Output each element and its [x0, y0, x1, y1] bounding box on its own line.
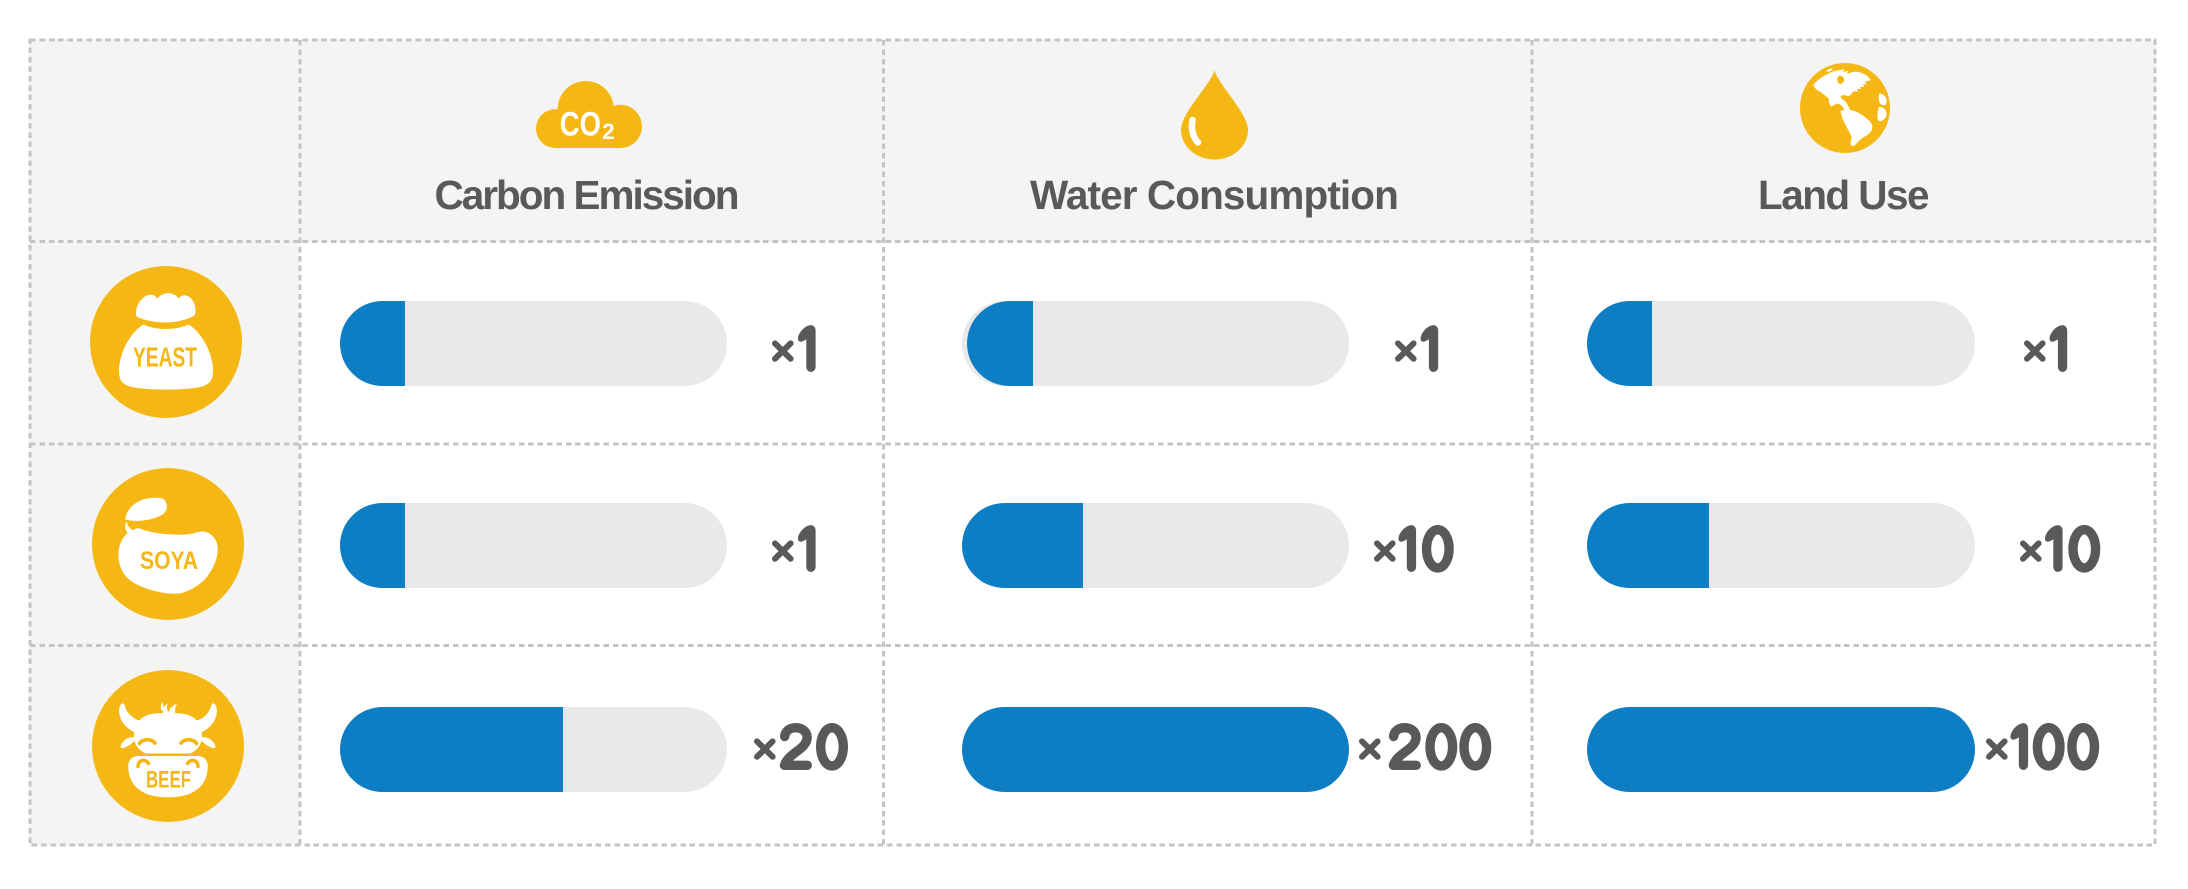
svg-text:YEAST: YEAST	[133, 342, 197, 373]
svg-text:SOYA: SOYA	[140, 547, 198, 575]
svg-text:CO: CO	[560, 105, 601, 143]
svg-text:2: 2	[602, 119, 614, 144]
svg-text:BEEF: BEEF	[146, 767, 191, 794]
